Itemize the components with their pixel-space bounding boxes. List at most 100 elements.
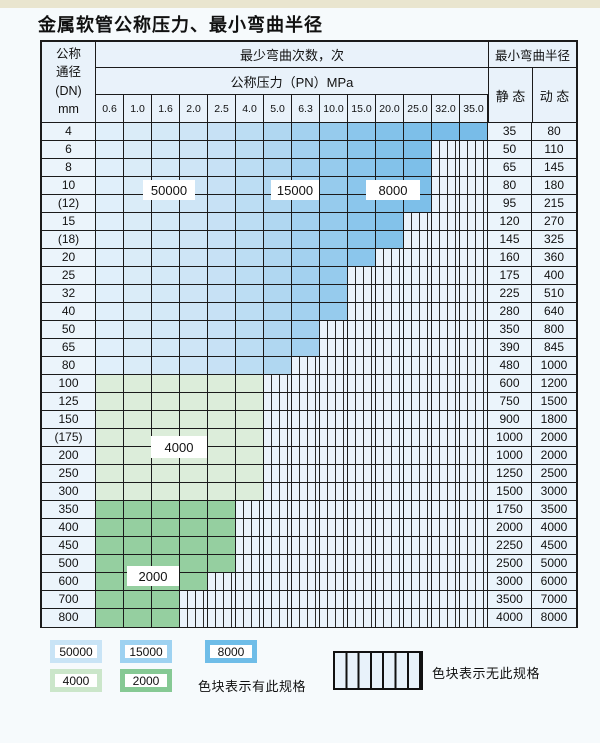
no-spec-cell bbox=[320, 573, 348, 591]
no-spec-cell bbox=[320, 609, 348, 627]
no-spec-cell bbox=[432, 393, 460, 411]
dn-cell: 350 bbox=[42, 501, 96, 519]
no-spec-cell bbox=[460, 537, 488, 555]
no-spec-cell bbox=[404, 285, 432, 303]
no-spec-cell bbox=[376, 285, 404, 303]
no-spec-cell bbox=[208, 609, 236, 627]
dynamic-radius-cell: 80 bbox=[532, 123, 576, 141]
no-spec-cell bbox=[460, 357, 488, 375]
spec-cell bbox=[292, 231, 320, 249]
spec-cell bbox=[264, 357, 292, 375]
spec-cell bbox=[152, 537, 180, 555]
spec-cell bbox=[96, 573, 124, 591]
spec-cell bbox=[236, 249, 264, 267]
spec-cell bbox=[96, 249, 124, 267]
no-spec-cell bbox=[376, 483, 404, 501]
no-spec-cell bbox=[292, 555, 320, 573]
static-radius-cell: 1250 bbox=[488, 465, 532, 483]
spec-cell bbox=[236, 483, 264, 501]
spec-cell bbox=[320, 177, 348, 195]
spec-cell bbox=[152, 285, 180, 303]
dn-cell: 25 bbox=[42, 267, 96, 285]
spec-cell bbox=[124, 537, 152, 555]
legend-swatch-50000: 50000 bbox=[50, 640, 102, 663]
no-spec-cell bbox=[264, 447, 292, 465]
no-spec-cell bbox=[264, 537, 292, 555]
cycle-count-label: 15000 bbox=[271, 180, 319, 200]
dynamic-radius-cell: 3000 bbox=[532, 483, 576, 501]
spec-cell bbox=[320, 303, 348, 321]
pressure-column-header: 20.0 bbox=[376, 95, 404, 122]
no-spec-cell bbox=[404, 465, 432, 483]
spec-cell bbox=[180, 339, 208, 357]
no-spec-cell bbox=[432, 303, 460, 321]
no-spec-cell bbox=[292, 573, 320, 591]
no-spec-cell bbox=[348, 555, 376, 573]
no-spec-cell bbox=[236, 609, 264, 627]
no-spec-cell bbox=[348, 573, 376, 591]
spec-cell bbox=[180, 555, 208, 573]
spec-cell bbox=[124, 123, 152, 141]
spec-cell bbox=[152, 339, 180, 357]
no-spec-cell bbox=[264, 411, 292, 429]
no-spec-cell bbox=[404, 501, 432, 519]
spec-cell bbox=[180, 141, 208, 159]
table-row: 700 3500 7000 bbox=[42, 591, 576, 609]
spec-cell bbox=[96, 339, 124, 357]
table-row: 125 750 1500 bbox=[42, 393, 576, 411]
spec-cell bbox=[152, 141, 180, 159]
spec-cell bbox=[208, 339, 236, 357]
spec-cell bbox=[208, 483, 236, 501]
static-radius-cell: 120 bbox=[488, 213, 532, 231]
no-spec-cell bbox=[404, 303, 432, 321]
spec-cell bbox=[264, 141, 292, 159]
spec-cell bbox=[124, 483, 152, 501]
no-spec-cell bbox=[348, 501, 376, 519]
table-row: 15 120 270 bbox=[42, 213, 576, 231]
spec-cell bbox=[208, 555, 236, 573]
spec-cell bbox=[264, 303, 292, 321]
spec-cell bbox=[96, 123, 124, 141]
spec-cell bbox=[208, 519, 236, 537]
spec-cell bbox=[208, 501, 236, 519]
spec-cell bbox=[180, 519, 208, 537]
no-spec-cell bbox=[320, 393, 348, 411]
table-row: 350 1750 3500 bbox=[42, 501, 576, 519]
spec-cell bbox=[180, 465, 208, 483]
dn-header-line: 通径 bbox=[55, 65, 81, 80]
no-spec-cell bbox=[376, 609, 404, 627]
static-radius-cell: 1000 bbox=[488, 429, 532, 447]
no-spec-cell bbox=[348, 591, 376, 609]
static-radius-cell: 175 bbox=[488, 267, 532, 285]
spec-cell bbox=[208, 447, 236, 465]
spec-cell bbox=[236, 321, 264, 339]
dn-cell: 700 bbox=[42, 591, 96, 609]
table-body: 4 35 80 6 50 110 8 65 145 10 80 180 (12) 95 215 15 120 27… bbox=[42, 122, 576, 627]
dynamic-radius-cell: 1500 bbox=[532, 393, 576, 411]
cycle-count-label: 50000 bbox=[143, 180, 195, 200]
static-radius-cell: 750 bbox=[488, 393, 532, 411]
no-spec-cell bbox=[432, 429, 460, 447]
no-spec-cell bbox=[460, 339, 488, 357]
dn-cell: 10 bbox=[42, 177, 96, 195]
no-spec-cell bbox=[292, 375, 320, 393]
table-row: 10 80 180 bbox=[42, 177, 576, 195]
table-row: 32 225 510 bbox=[42, 285, 576, 303]
spec-cell bbox=[96, 285, 124, 303]
spec-cell bbox=[96, 465, 124, 483]
no-spec-cell bbox=[404, 249, 432, 267]
dynamic-radius-cell: 510 bbox=[532, 285, 576, 303]
spec-cell bbox=[152, 609, 180, 627]
no-spec-cell bbox=[292, 609, 320, 627]
spec-cell bbox=[96, 393, 124, 411]
spec-cell bbox=[292, 267, 320, 285]
table-row: (18) 145 325 bbox=[42, 231, 576, 249]
dn-cell: 100 bbox=[42, 375, 96, 393]
table-row: 400 2000 4000 bbox=[42, 519, 576, 537]
spec-cell bbox=[292, 285, 320, 303]
no-spec-cell bbox=[264, 609, 292, 627]
pressure-column-header: 4.0 bbox=[236, 95, 264, 122]
spec-cell bbox=[124, 159, 152, 177]
spec-cell bbox=[96, 321, 124, 339]
table-row: 800 4000 8000 bbox=[42, 609, 576, 627]
